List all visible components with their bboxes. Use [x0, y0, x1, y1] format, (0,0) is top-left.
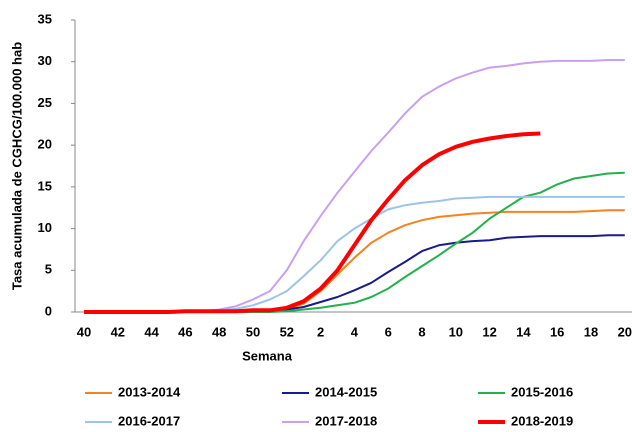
- x-axis-title: Semana: [242, 348, 293, 363]
- y-tick-label: 30: [38, 53, 52, 68]
- x-tick-label: 12: [482, 324, 496, 339]
- x-tick-label: 42: [111, 324, 125, 339]
- legend-label: 2013-2014: [118, 384, 181, 399]
- y-tick-label: 35: [38, 11, 52, 26]
- x-tick-label: 4: [351, 324, 359, 339]
- x-tick-label: 14: [516, 324, 531, 339]
- legend-label: 2018-2019: [511, 413, 573, 428]
- y-tick-label: 25: [38, 95, 52, 110]
- x-tick-label: 52: [280, 324, 294, 339]
- x-tick-label: 44: [144, 324, 159, 339]
- y-tick-label: 5: [45, 262, 52, 277]
- x-tick-label: 16: [550, 324, 564, 339]
- x-tick-label: 10: [449, 324, 463, 339]
- x-tick-label: 6: [385, 324, 392, 339]
- series-line: [84, 209, 625, 313]
- y-axis-title: Tasa acumulada de CGHCG/100.000 hab: [9, 42, 24, 290]
- x-tick-label: 48: [212, 324, 226, 339]
- x-tick-label: 8: [418, 324, 425, 339]
- series-line: [84, 59, 625, 313]
- x-tick-label: 40: [77, 324, 91, 339]
- legend-label: 2014-2015: [315, 384, 377, 399]
- y-tick-label: 15: [38, 178, 52, 193]
- y-tick-label: 0: [45, 303, 52, 318]
- series-line: [84, 131, 541, 314]
- legend-label: 2016-2017: [118, 413, 180, 428]
- x-tick-label: 20: [618, 324, 632, 339]
- legend-label: 2015-2016: [511, 384, 573, 399]
- legend-label: 2017-2018: [315, 413, 377, 428]
- y-tick-label: 10: [38, 220, 52, 235]
- x-tick-label: 50: [246, 324, 260, 339]
- x-tick-label: 18: [584, 324, 598, 339]
- y-tick-label: 20: [38, 137, 52, 152]
- x-tick-label: 2: [317, 324, 324, 339]
- x-tick-label: 46: [178, 324, 192, 339]
- series-line: [84, 195, 625, 313]
